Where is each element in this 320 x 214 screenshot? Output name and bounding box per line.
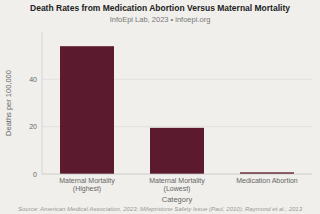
bar [60, 46, 114, 174]
y-axis-label: Deaths per 100,000 [4, 70, 13, 136]
grid-line [42, 174, 312, 175]
x-tick-label-line: (Lowest) [164, 185, 191, 193]
y-tick-label: 0 [33, 171, 37, 178]
bars [60, 46, 294, 174]
title: Death Rates from Medication Abortion Ver… [30, 3, 290, 13]
background [0, 0, 320, 214]
x-tick-label-line: Medication Abortion [236, 177, 298, 184]
x-axis-label: Category [162, 195, 193, 204]
source: Source: American Medical Association, 20… [18, 206, 303, 212]
chart: Death Rates from Medication Abortion Ver… [0, 0, 320, 214]
x-tick-label: Maternal Mortality(Lowest) [149, 177, 205, 193]
x-tick-label: Maternal Mortality(Highest) [59, 177, 115, 193]
x-tick-label-line: Maternal Mortality [149, 177, 205, 185]
y-axis-line [42, 32, 43, 174]
subtitle: InfoEpi Lab, 2023 • infoepi.org [110, 15, 211, 24]
bar [150, 128, 204, 174]
x-tick-label: Medication Abortion [236, 177, 298, 184]
x-tick-label-line: (Highest) [73, 185, 101, 193]
y-tick-label: 40 [29, 76, 37, 83]
x-axis-line [42, 174, 312, 175]
x-tick-label-line: Maternal Mortality [59, 177, 115, 185]
y-tick-label: 20 [29, 123, 37, 130]
